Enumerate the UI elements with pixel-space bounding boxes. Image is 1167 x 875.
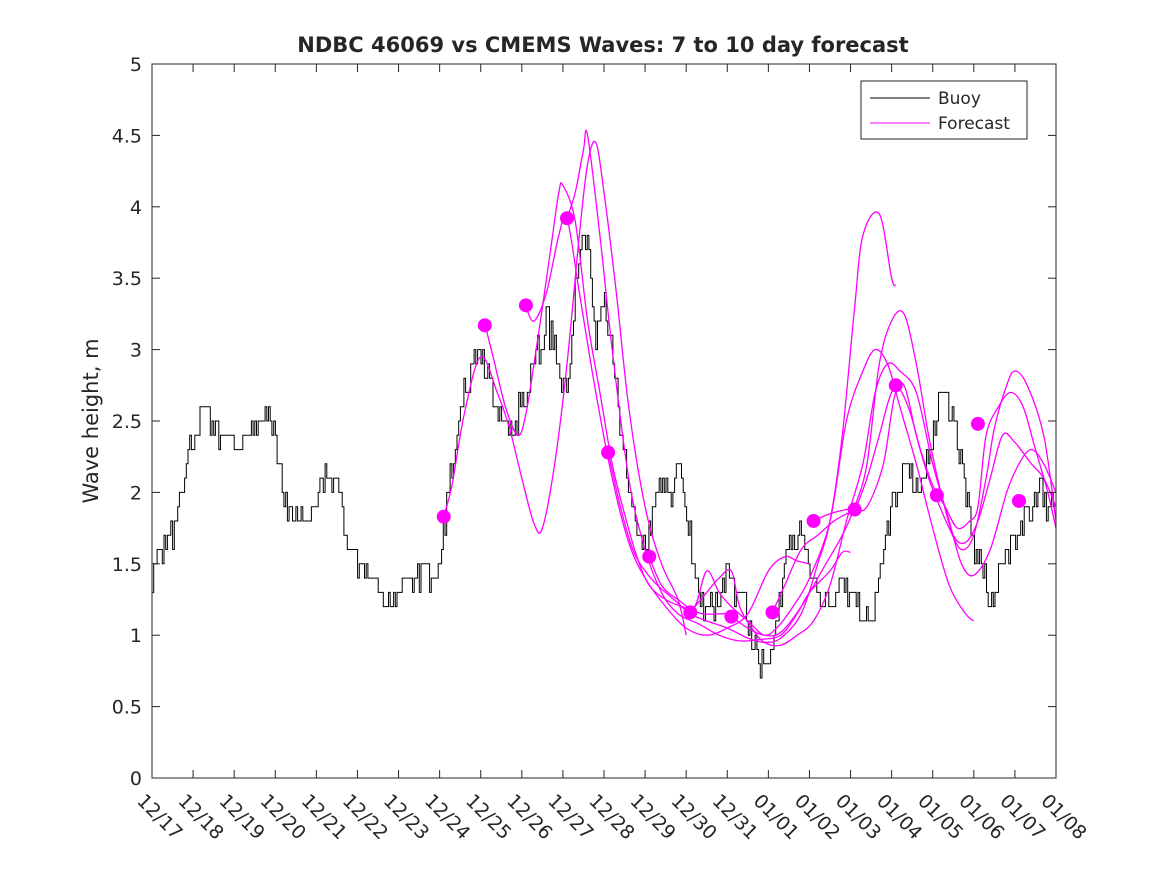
legend-forecast-label: Forecast bbox=[938, 114, 1010, 134]
y-tick-label: 3.5 bbox=[112, 268, 142, 290]
y-tick-label: 1.5 bbox=[112, 554, 142, 576]
forecast-marker bbox=[683, 605, 697, 619]
y-axis-label: Wave height, m bbox=[79, 338, 103, 503]
y-tick-label: 2 bbox=[130, 482, 142, 504]
chart-title: NDBC 46069 vs CMEMS Waves: 7 to 10 day f… bbox=[297, 33, 908, 57]
legend: Buoy Forecast bbox=[861, 81, 1027, 139]
forecast-marker bbox=[971, 417, 985, 431]
forecast-marker bbox=[848, 503, 862, 517]
forecast-marker bbox=[807, 514, 821, 528]
forecast-marker bbox=[560, 211, 574, 225]
legend-buoy-label: Buoy bbox=[938, 89, 981, 109]
forecast-marker bbox=[930, 488, 944, 502]
y-tick-label: 4 bbox=[130, 197, 142, 219]
chart: NDBC 46069 vs CMEMS Waves: 7 to 10 day f… bbox=[0, 0, 1167, 875]
forecast-marker bbox=[478, 318, 492, 332]
forecast-marker bbox=[601, 445, 615, 459]
forecast-marker bbox=[642, 550, 656, 564]
y-tick-label: 3 bbox=[130, 340, 142, 362]
forecast-marker bbox=[765, 605, 779, 619]
forecast-marker bbox=[724, 610, 738, 624]
forecast-marker bbox=[519, 298, 533, 312]
y-tick-label: 0.5 bbox=[112, 697, 142, 719]
forecast-marker bbox=[437, 510, 451, 524]
forecast-marker bbox=[889, 378, 903, 392]
y-tick-label: 0 bbox=[130, 768, 142, 790]
y-tick-label: 1 bbox=[130, 625, 142, 647]
y-tick-label: 5 bbox=[130, 54, 142, 76]
forecast-marker bbox=[1012, 494, 1026, 508]
y-tick-label: 4.5 bbox=[112, 125, 142, 147]
y-tick-label: 2.5 bbox=[112, 411, 142, 433]
